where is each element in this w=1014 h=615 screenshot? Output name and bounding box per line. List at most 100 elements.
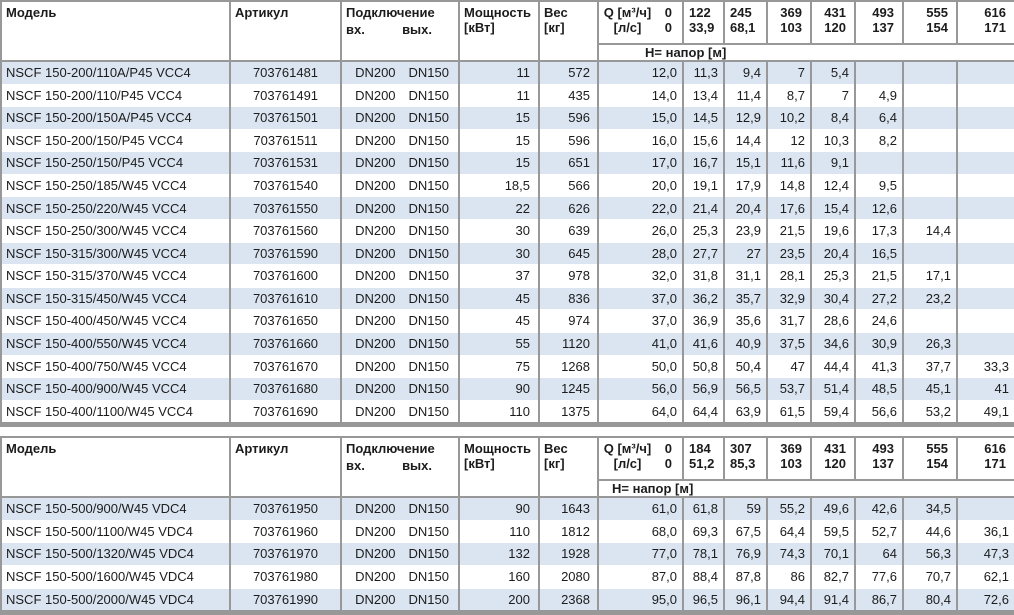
model-cell: NSCF 150-200/150/P45 VCC4 (0, 129, 231, 153)
head-value-cell: 6,4 (854, 106, 904, 130)
head-value-cell: 34,6 (810, 332, 856, 356)
article-cell: 703761950 (229, 497, 342, 521)
model-cell: NSCF 150-500/1600/W45 VDC4 (0, 565, 231, 589)
article-cell: 703761600 (229, 264, 342, 288)
head-value-cell: 36,2 (682, 287, 725, 311)
dn-outlet-value: DN150 (408, 546, 449, 562)
weight-cell: 645 (538, 242, 599, 266)
connection-cell: DN200 DN150 (340, 129, 460, 153)
dn-inlet-value: DN200 (355, 268, 396, 284)
head-value-cell (902, 151, 958, 175)
flow-ls-value: 120 (824, 20, 846, 35)
table-body: NSCF 150-200/110A/P45 VCC4 703761481 DN200… (0, 61, 1014, 428)
head-value-cell: 14,4 (902, 219, 958, 243)
dn-outlet-value: DN150 (408, 155, 449, 171)
model-cell: NSCF 150-315/450/W45 VCC4 (0, 287, 231, 311)
dn-inlet-value: DN200 (355, 403, 396, 419)
connection-cell: DN200 DN150 (340, 565, 460, 589)
head-value-cell: 86 (766, 565, 812, 589)
table-row: NSCF 150-400/900/W45 VCC4 703761680 DN200 D… (0, 377, 1014, 401)
head-value-cell: 23,5 (766, 242, 812, 266)
head-value-cell (956, 196, 1014, 221)
head-value-cell: 28,6 (810, 309, 856, 334)
head-value-cell: 70,1 (810, 542, 856, 566)
head-value-cell: 69,3 (682, 520, 725, 544)
head-value-cell (956, 174, 1014, 198)
dn-inlet-value: DN200 (355, 110, 396, 126)
flow-ls-value: 154 (926, 20, 948, 35)
flow-m3h-value: 555 (926, 5, 948, 20)
head-value-cell: 52,7 (854, 520, 904, 544)
head-value-cell: 19,6 (810, 219, 856, 243)
connection-cell: DN200 DN150 (340, 84, 460, 108)
q-unit-m3h: Q [м³/ч] (603, 5, 652, 20)
flow-ls-value: 171 (984, 20, 1006, 35)
flow-m3h-value: 307 (730, 441, 752, 457)
table-row: NSCF 150-500/1320/W45 VDC4 703761970 DN200… (0, 542, 1014, 566)
q-unit-m3h: Q [м³/ч] (603, 441, 652, 457)
head-value-cell: 61,8 (682, 497, 725, 521)
dn-values: DN200 DN150 (343, 243, 457, 264)
head-value-cell: 37,5 (766, 332, 812, 356)
table-row: NSCF 150-400/450/W45 VCC4 703761650 DN200 D… (0, 309, 1014, 334)
dn-values: DN200 DN150 (343, 175, 457, 196)
weight-cell: 1245 (538, 377, 599, 401)
power-cell: 45 (458, 309, 540, 334)
article-cell: 703761690 (229, 400, 342, 428)
flow-ls-value: 103 (780, 456, 802, 472)
connection-cell: DN200 DN150 (340, 542, 460, 566)
table-body: NSCF 150-500/900/W45 VDC4 703761950 DN200 D… (0, 497, 1014, 615)
head-value-cell: 56,9 (682, 377, 725, 401)
connection-cell: DN200 DN150 (340, 400, 460, 428)
table-row: NSCF 150-315/450/W45 VCC4 703761610 DN200 D… (0, 287, 1014, 311)
article-cell: 703761511 (229, 129, 342, 153)
dn-inlet-value: DN200 (355, 200, 396, 216)
head-value-cell: 20,0 (597, 174, 684, 198)
head-value-cell: 16,7 (682, 151, 725, 175)
head-value-cell: 28,0 (597, 242, 684, 266)
head-value-cell (902, 174, 958, 198)
table-row: NSCF 150-200/110A/P45 VCC4 703761481 DN200… (0, 61, 1014, 85)
head-value-cell: 82,7 (810, 565, 856, 589)
head-value-cell: 49,1 (956, 400, 1014, 428)
dn-inlet-value: DN200 (355, 223, 396, 239)
dn-outlet-value: DN150 (408, 290, 449, 306)
col-header-weight: Вес [кг] (538, 436, 599, 499)
col-header-flow: 555 154 (902, 0, 958, 45)
dn-values: DN200 DN150 (343, 198, 457, 219)
weight-cell: 2368 (538, 588, 599, 615)
dn-values: DN200 DN150 (343, 130, 457, 151)
head-value-cell (956, 61, 1014, 85)
power-cell: 18,5 (458, 174, 540, 198)
head-value-cell: 13,4 (682, 84, 725, 108)
model-cell: NSCF 150-400/750/W45 VCC4 (0, 355, 231, 379)
table-row: NSCF 150-250/300/W45 VCC4 703761560 DN200 D… (0, 219, 1014, 243)
head-value-cell: 36,9 (682, 309, 725, 334)
head-value-cell: 25,3 (682, 219, 725, 243)
header-row-head: H= напор [м] (1, 479, 1014, 499)
dn-inlet-value: DN200 (355, 313, 396, 329)
head-value-cell (902, 61, 958, 85)
head-value-cell: 61,5 (766, 400, 812, 428)
col-header-power: Мощность [кВт] (458, 0, 540, 62)
article-cell: 703761990 (229, 588, 342, 615)
head-value-cell: 35,7 (723, 287, 768, 311)
head-value-cell: 23,2 (902, 287, 958, 311)
article-cell: 703761540 (229, 174, 342, 198)
head-value-cell: 80,4 (902, 588, 958, 615)
head-value-cell: 10,3 (810, 129, 856, 153)
flow-m3h-value: 616 (984, 441, 1006, 457)
table-row: NSCF 150-250/185/W45 VCC4 703761540 DN200 D… (0, 174, 1014, 198)
head-value-cell: 27,2 (854, 287, 904, 311)
head-value-cell: 28,1 (766, 264, 812, 288)
dn-outlet-value: DN150 (408, 177, 449, 193)
col-header-connection: Подключение вх. вых. (340, 0, 460, 62)
model-cell: NSCF 150-500/900/W45 VDC4 (0, 497, 231, 521)
power-cell: 37 (458, 264, 540, 288)
head-value-cell: 20,4 (723, 196, 768, 221)
head-value-cell: 12,6 (854, 196, 904, 221)
head-value-cell: 50,4 (723, 355, 768, 379)
article-cell: 703761560 (229, 219, 342, 243)
head-value-cell: 32,9 (766, 287, 812, 311)
